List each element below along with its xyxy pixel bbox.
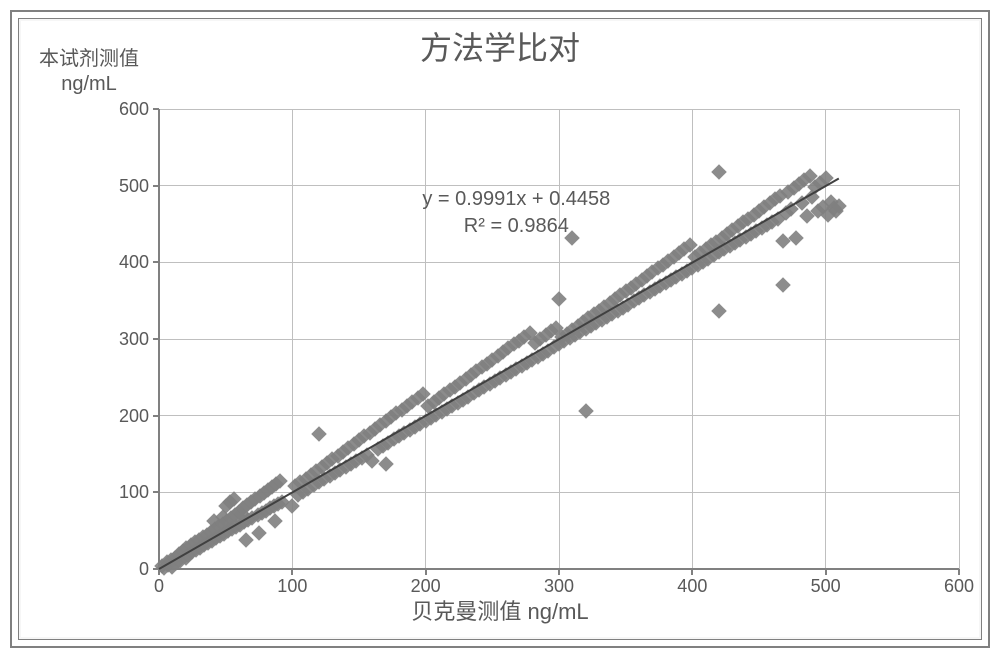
inner-panel: 方法学比对 本试剂测值ng/mL 01002003004005006000100…: [18, 18, 982, 640]
grid-line-v: [425, 109, 426, 569]
regression-annotation: y = 0.9991x + 0.4458R² = 0.9864: [422, 186, 610, 240]
y-axis-title: 本试剂测值ng/mL: [39, 47, 139, 97]
grid-line-v: [959, 109, 960, 569]
x-axis-line: [159, 568, 959, 570]
stage: 方法学比对 本试剂测值ng/mL 01002003004005006000100…: [0, 0, 1000, 658]
chart-title: 方法学比对: [420, 29, 580, 67]
outer-panel: 方法学比对 本试剂测值ng/mL 01002003004005006000100…: [10, 10, 990, 648]
y-axis-line: [158, 109, 160, 569]
grid-line-v: [692, 109, 693, 569]
x-axis-title: 贝克曼测值 ng/mL: [411, 599, 588, 625]
plot-area: 01002003004005006000100200300400500600y …: [159, 109, 959, 569]
